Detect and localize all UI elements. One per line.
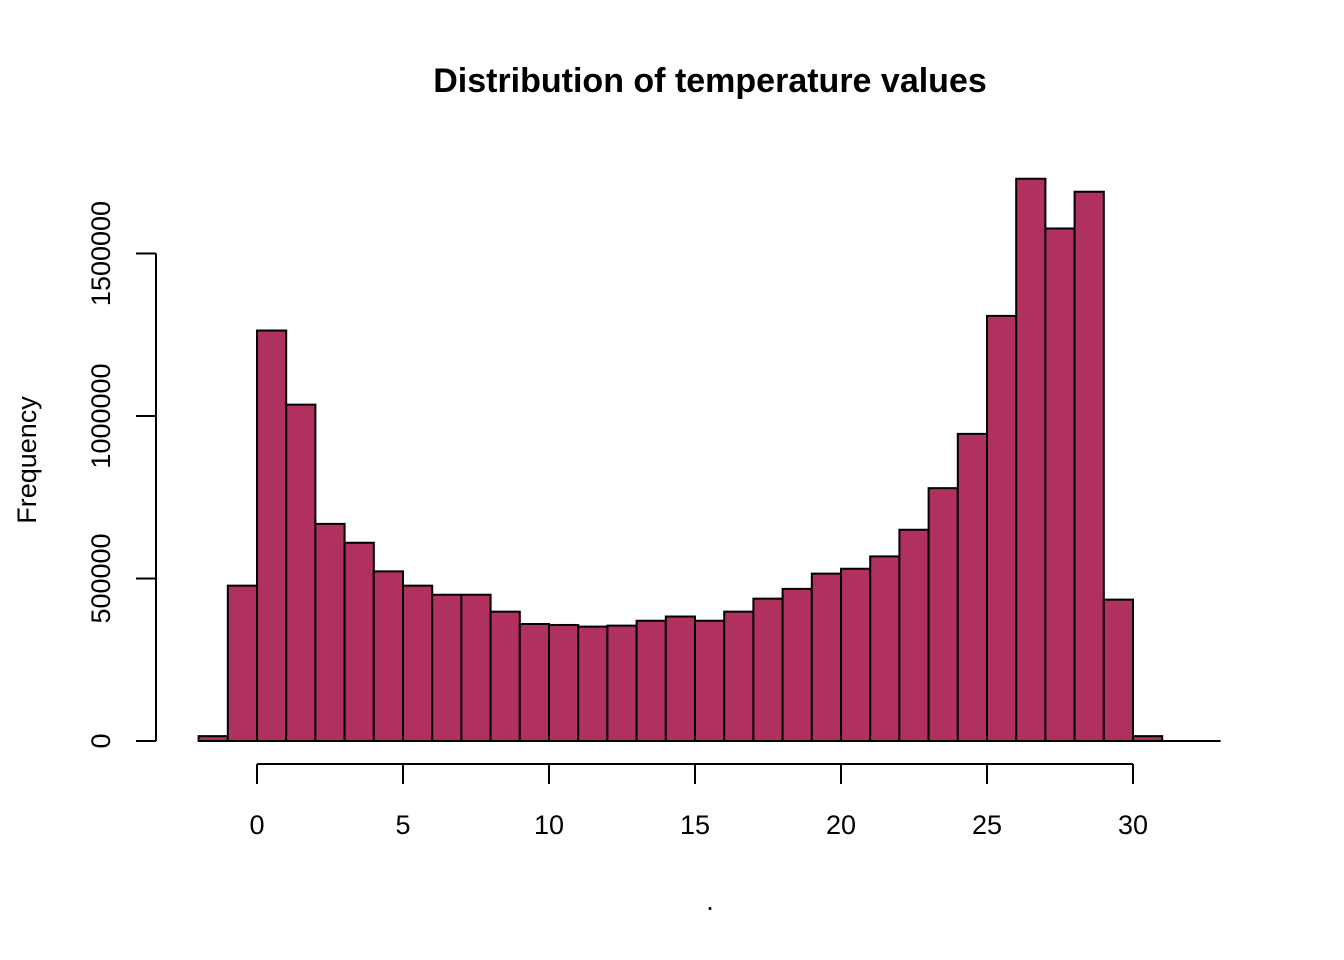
bar-24 [898,528,930,742]
bar-13 [577,625,609,742]
bar-7 [402,584,434,743]
y-axis-label: Frequency [12,396,42,524]
bar-9 [460,593,492,742]
bar-23 [869,555,901,743]
bar-21 [810,572,842,742]
x-axis: 0 5 10 15 20 25 30 [249,763,1148,840]
bar-2 [256,329,288,742]
chart-title: Distribution of temperature values [433,62,987,100]
bar-20 [781,587,813,743]
bar-6 [372,570,404,742]
x-tick-label-2: 10 [534,810,564,840]
y-tick-label-1: 500000 [86,533,116,623]
bar-31 [1102,598,1135,742]
bar-14 [606,624,638,742]
x-tick-label-3: 15 [680,810,710,840]
bar-17 [694,619,726,742]
bar-29 [1044,227,1076,743]
bar-25 [927,487,959,742]
bar-11 [518,623,550,742]
bar-8 [431,593,463,742]
bar-12 [548,623,580,742]
x-tick-label-6: 30 [1118,810,1148,840]
bar-16 [664,615,696,743]
bar-30 [1073,190,1105,742]
x-tick-label-4: 20 [826,810,856,840]
bar-27 [986,314,1018,742]
y-axis: 0 500000 1000000 1500000 [86,201,157,749]
bar-18 [723,610,755,743]
y-tick-label-3: 1500000 [86,201,116,306]
y-tick-label-2: 1000000 [86,363,116,468]
x-tick-label-5: 25 [972,810,1002,840]
bar-10 [489,610,521,743]
bar-4 [314,522,346,743]
bar-5 [343,541,375,742]
bars-group [197,177,1164,743]
y-tick-label-0: 0 [86,733,116,748]
x-tick-label-0: 0 [249,810,264,840]
bar-22 [840,567,872,742]
x-axis-label: . [706,886,714,916]
bar-1 [226,584,259,743]
bar-28 [1015,177,1047,742]
bar-15 [635,619,667,742]
bar-19 [752,597,784,743]
bar-26 [956,432,988,742]
x-tick-label-1: 5 [395,810,410,840]
bar-3 [285,403,317,742]
